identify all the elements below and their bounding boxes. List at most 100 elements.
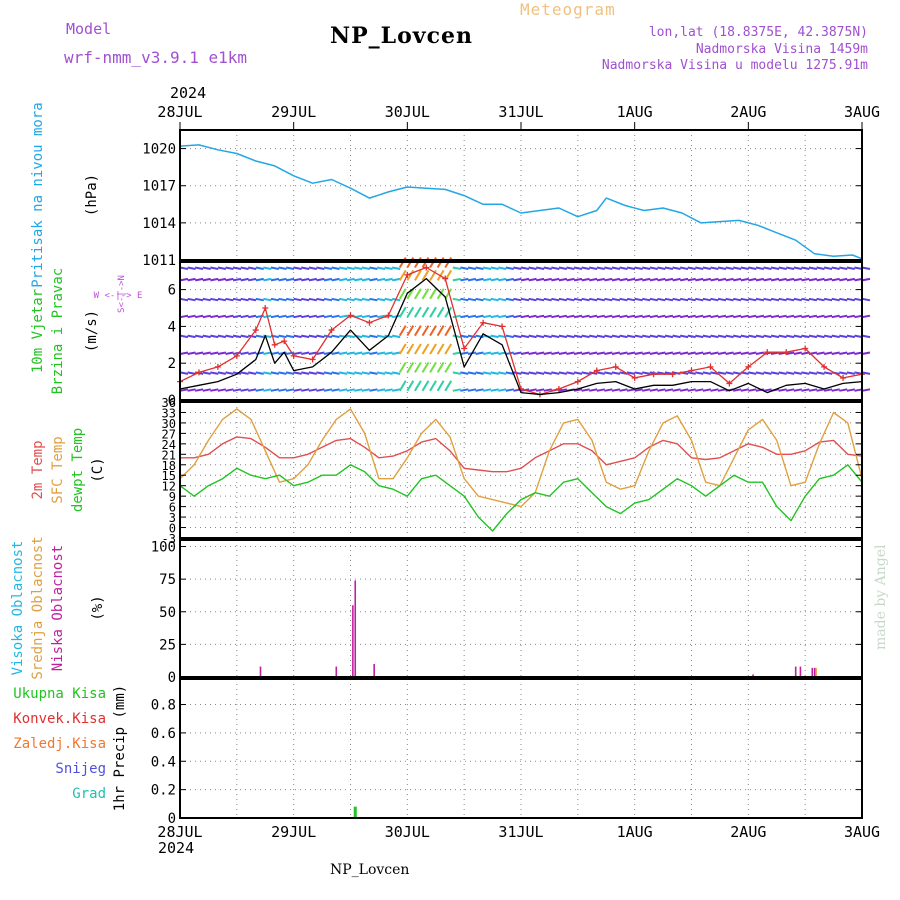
- wind-gust-marker: [669, 371, 676, 378]
- wind-gust-marker: [366, 319, 373, 326]
- wind-arrow: [861, 297, 871, 302]
- wind-arrow: [361, 351, 371, 355]
- wind-arrow: [187, 277, 196, 282]
- wind-gust-marker: [262, 305, 269, 311]
- wind-arrow: [740, 277, 749, 282]
- wind-arrow: [482, 388, 492, 392]
- wind-arrow: [801, 371, 810, 375]
- wind-arrow: [293, 314, 302, 319]
- y-tick-label: 6: [168, 283, 176, 299]
- wind-arrow: [846, 266, 856, 271]
- wind-arrow: [225, 371, 234, 375]
- wind-arrow: [626, 277, 636, 282]
- wind-arrow: [732, 388, 742, 392]
- wind-gust-marker: [195, 369, 202, 376]
- time-label-top: 1AUG: [617, 103, 653, 121]
- wind-gust-marker: [385, 312, 392, 319]
- wind-arrow: [520, 314, 530, 319]
- wind-arrow: [786, 334, 795, 339]
- wind-arrow: [831, 297, 840, 302]
- time-label-top: 3AUG: [844, 103, 880, 121]
- wind-arrow: [429, 343, 437, 355]
- wind-arrow: [475, 388, 484, 392]
- wind-arrow: [490, 277, 499, 282]
- wind-arrow: [770, 266, 780, 271]
- wind-arrow: [255, 388, 264, 392]
- wind-gust-marker: [593, 367, 600, 374]
- wind-arrow: [225, 297, 234, 302]
- wind-arrow: [861, 351, 871, 355]
- wind-arrow: [861, 388, 871, 392]
- wind-arrow: [823, 266, 833, 271]
- wind-arrow: [225, 388, 234, 392]
- wind-arrow: [482, 314, 492, 319]
- wind-arrow: [808, 371, 818, 375]
- wind-arrow: [611, 388, 621, 392]
- wind-arrow: [414, 288, 422, 300]
- wind-arrow: [695, 314, 704, 319]
- wind-gust-marker: [612, 363, 619, 370]
- wind-arrow: [619, 334, 628, 339]
- wind-arrow: [316, 297, 325, 302]
- wind-arrow: [657, 388, 666, 392]
- wind-gust-marker: [631, 374, 638, 381]
- wind-arrow: [482, 297, 492, 302]
- wind-compass-ew: W <-|-> E: [94, 291, 143, 301]
- wind-arrow: [710, 371, 719, 375]
- wind-arrow: [255, 334, 264, 339]
- wind-arrow: [248, 266, 257, 271]
- model-name: wrf-nmm_v3.9.1 e1km: [64, 48, 248, 67]
- wind-arrow: [361, 371, 371, 375]
- time-label-bottom: 29JUL: [271, 823, 316, 841]
- wind-arrow: [323, 314, 333, 319]
- wind-arrow: [452, 314, 461, 319]
- wind-arrow: [270, 266, 280, 271]
- wind-arrow: [285, 277, 295, 282]
- wind-arrow: [210, 388, 219, 392]
- wind-arrow: [308, 277, 318, 282]
- wind-arrow: [634, 266, 643, 271]
- wind-arrow: [475, 371, 484, 375]
- wind-arrow: [748, 266, 757, 271]
- wind-arrow: [505, 277, 515, 282]
- wind-arrow: [664, 314, 674, 319]
- wind-arrow: [801, 351, 810, 355]
- wind-arrow: [695, 266, 704, 271]
- y-tick-label: 0: [168, 670, 176, 686]
- wind-arrow: [331, 388, 340, 392]
- wind-arrow: [717, 297, 727, 302]
- wind-arrow: [679, 297, 689, 302]
- wind-arrow: [361, 314, 371, 319]
- wind-arrow: [194, 351, 204, 355]
- wind-arrow: [748, 351, 757, 355]
- wind-arrow: [801, 388, 810, 392]
- wind-arrow: [498, 266, 507, 271]
- wind-arrow: [657, 314, 666, 319]
- wind-arrow: [528, 277, 537, 282]
- wind-gust-marker: [745, 363, 752, 370]
- wind-arrow: [657, 351, 666, 355]
- wind-arrow: [187, 334, 196, 339]
- wind-arrow: [551, 334, 560, 339]
- data-series: [177, 144, 871, 819]
- wind-arrow: [414, 361, 422, 373]
- wind-arrow: [406, 380, 415, 392]
- wind-arrow: [793, 314, 802, 319]
- wind-arrow: [770, 371, 780, 375]
- wind-arrow: [846, 297, 856, 302]
- wind-arrow: [263, 297, 272, 302]
- wind-arrow: [717, 371, 727, 375]
- wind-arrow: [202, 334, 211, 339]
- wind-arrow: [406, 288, 415, 300]
- wind-title-label: 10m Vjetar: [30, 289, 46, 373]
- wind-arrow: [421, 306, 430, 318]
- wind-arrow: [338, 266, 348, 271]
- wind-arrow: [831, 388, 840, 392]
- wind-compass-ns: S<-|->N: [117, 275, 127, 313]
- wind-arrow: [361, 388, 371, 392]
- wind-arrow: [369, 334, 378, 339]
- wind-arrow: [391, 277, 401, 282]
- wind-arrow: [725, 266, 734, 271]
- time-label-bottom: 28JUL: [157, 823, 202, 841]
- wind-gust-marker: [404, 271, 411, 278]
